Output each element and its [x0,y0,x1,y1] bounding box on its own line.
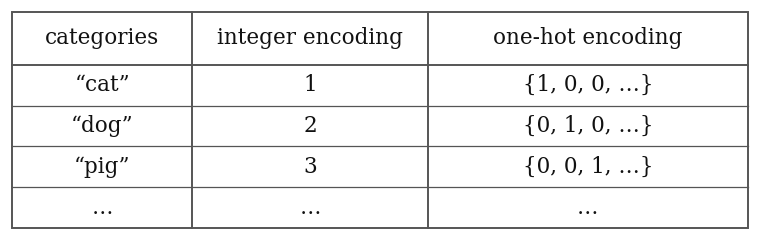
Text: {0, 1, 0, …}: {0, 1, 0, …} [523,115,653,137]
Text: 1: 1 [303,74,317,96]
Text: “dog”: “dog” [71,115,134,137]
Text: 2: 2 [303,115,317,137]
Text: “cat”: “cat” [74,74,130,96]
Text: {0, 0, 1, …}: {0, 0, 1, …} [523,156,653,178]
Text: categories: categories [45,27,160,49]
Bar [12,12,748,228]
Text: one-hot encoding: one-hot encoding [493,27,682,49]
Text: …: … [299,197,321,219]
Text: “pig”: “pig” [74,156,131,178]
Text: {1, 0, 0, …}: {1, 0, 0, …} [523,74,653,96]
Text: …: … [577,197,599,219]
Text: …: … [91,197,113,219]
Text: integer encoding: integer encoding [217,27,403,49]
Text: 3: 3 [303,156,317,178]
